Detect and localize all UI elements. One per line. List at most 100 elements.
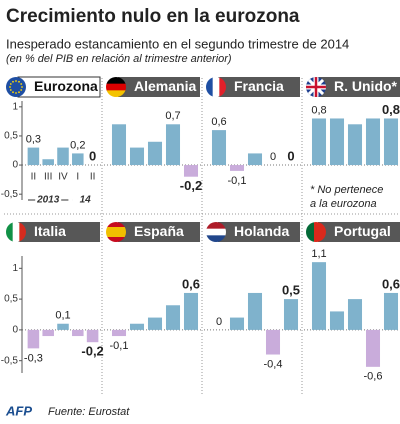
agency-logo: AFP (5, 403, 32, 418)
bar (329, 118, 345, 166)
panel-title: Alemania (134, 78, 196, 94)
flag-star (18, 80, 20, 83)
panel-header (218, 77, 300, 97)
y-tick-label: 0 (12, 160, 18, 171)
bar (347, 124, 363, 166)
flag-star (9, 83, 12, 85)
flag-stripe (206, 228, 226, 236)
flag-stripe (314, 222, 326, 242)
bar (229, 165, 245, 171)
panel-title: R. Unido* (334, 78, 398, 94)
panel-title: Francia (234, 78, 284, 94)
bar (72, 329, 84, 337)
flag-stripe (212, 77, 220, 97)
flag (106, 77, 126, 97)
bar (383, 118, 399, 166)
value-label: 0 (216, 316, 222, 328)
year-bg (35, 194, 62, 207)
x-tick-label: III (44, 172, 52, 183)
bar (42, 159, 54, 166)
panel-title: Portugal (334, 223, 391, 239)
year-label: 14 (80, 195, 92, 206)
bar (27, 329, 40, 349)
unit-note: (en % del PIB en relación al trimestre a… (6, 53, 232, 65)
value-label: -0,1 (228, 175, 247, 187)
value-label: 0,1 (55, 310, 70, 322)
flag-star (20, 89, 23, 91)
year-bg (72, 194, 99, 207)
flag-stripe (306, 222, 314, 242)
value-label: 0,7 (165, 110, 180, 122)
flag-stripe (206, 222, 226, 230)
bar (57, 323, 69, 330)
value-label: 0,6 (182, 276, 200, 291)
bar (147, 317, 163, 330)
value-label: 0 (89, 148, 96, 163)
value-label: 1,1 (311, 248, 326, 260)
panel-header (118, 222, 200, 242)
bar (183, 292, 199, 330)
bar (129, 323, 145, 330)
flag-stripe (19, 222, 26, 242)
flag-star (9, 89, 12, 91)
flag-stripe (106, 222, 126, 228)
bar (42, 329, 54, 337)
bar (229, 317, 245, 330)
y-tick-label: -0,5 (1, 355, 19, 366)
bar (183, 165, 199, 177)
flag (6, 77, 26, 97)
bar (129, 147, 145, 166)
bar (247, 292, 263, 330)
panel-title: Eurozona (34, 78, 98, 94)
panel-header (18, 222, 100, 242)
y-tick-label: 1 (12, 101, 18, 112)
panel-title: Holanda (234, 223, 289, 239)
value-label: -0,2 (81, 344, 103, 359)
bar (329, 311, 345, 330)
bar (165, 124, 181, 166)
bar (311, 118, 327, 166)
bar (265, 329, 281, 355)
flag-stripe (6, 77, 26, 97)
flag-star (15, 80, 17, 82)
flag-stripe (219, 77, 226, 97)
y-tick-label: 1 (12, 263, 18, 274)
value-label: 0,5 (282, 283, 300, 298)
flag-stripe (206, 235, 226, 242)
y-tick-label: 0,5 (4, 294, 18, 305)
panel-header (318, 77, 400, 97)
flag-star (12, 91, 14, 94)
bar (347, 299, 363, 330)
value-label: 0,2 (70, 139, 85, 151)
value-label: 0,3 (26, 133, 41, 145)
x-tick-label: II (90, 172, 96, 183)
bar (165, 305, 181, 330)
flag-star (18, 91, 20, 94)
flag-cross (306, 77, 326, 97)
value-label: 0,6 (211, 116, 226, 128)
x-tick-label: IV (58, 172, 68, 183)
value-label: -0,4 (264, 358, 283, 370)
flag-star (15, 92, 17, 94)
flag-star (21, 86, 23, 88)
flag-stripe (12, 222, 20, 242)
flag-star (20, 83, 23, 85)
bar (365, 329, 381, 367)
value-label: -0,1 (110, 340, 129, 352)
flag (206, 222, 226, 242)
bar (147, 141, 163, 166)
value-label: 0,8 (382, 102, 400, 117)
bar (211, 130, 227, 166)
bar (247, 153, 263, 166)
panel-title: España (134, 223, 184, 239)
x-tick-label: I (76, 172, 79, 183)
panel-title: Italia (34, 223, 66, 239)
bar (86, 329, 99, 343)
x-tick-label: II (31, 172, 37, 183)
flag (306, 222, 326, 242)
flag-star (9, 86, 11, 88)
flag (106, 222, 126, 242)
flag (306, 77, 326, 97)
subtitle: Inesperado estancamiento en el segundo t… (6, 36, 349, 51)
